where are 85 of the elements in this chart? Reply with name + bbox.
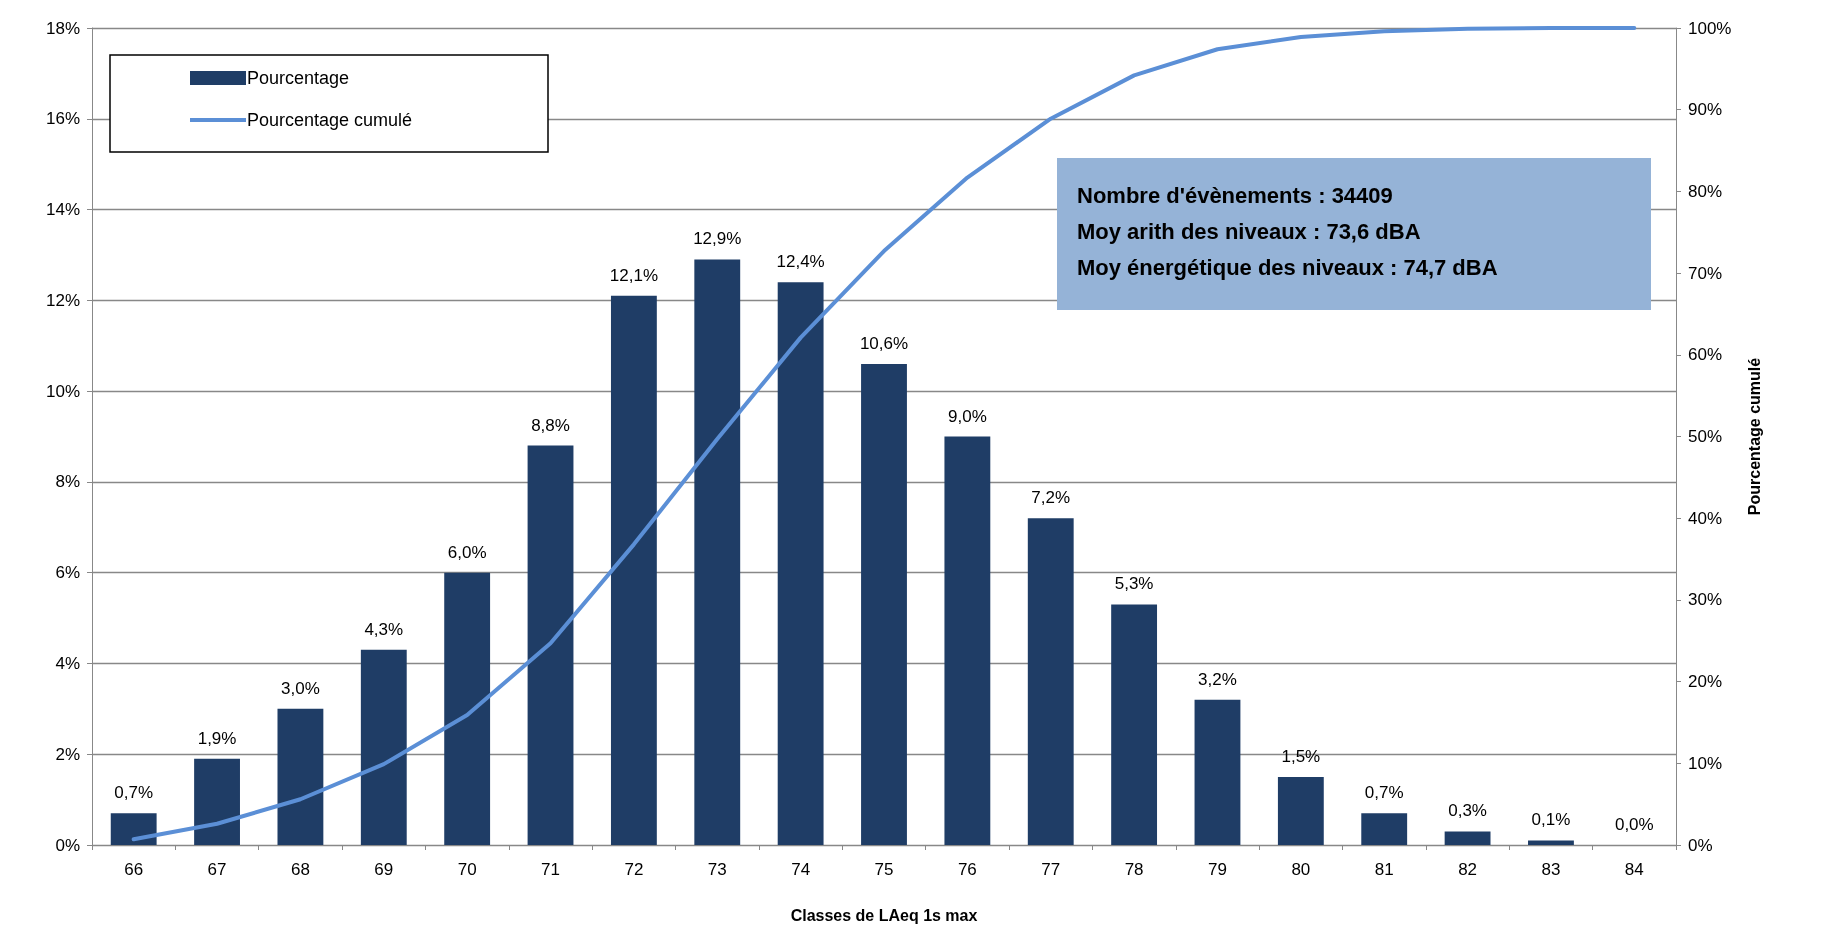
x-tick-label: 77 [1041, 860, 1061, 879]
bar [527, 445, 574, 845]
data-label: 4,3% [364, 619, 404, 639]
x-tick-label: 69 [374, 860, 394, 879]
data-label: 5,3% [1114, 574, 1154, 594]
bar [1194, 699, 1241, 845]
bar [777, 282, 824, 845]
bar [1027, 518, 1074, 845]
x-tick-label: 76 [957, 860, 977, 879]
y-tick-label: 4% [55, 653, 80, 673]
x-tick-label: 81 [1374, 860, 1394, 879]
y2-tick-label: 80% [1688, 181, 1723, 201]
y2-axis-title: Pourcentage cumulé [1745, 357, 1763, 516]
annotation: Nombre d'évènements : 34409 [1077, 182, 1394, 210]
data-label: 9,0% [947, 406, 987, 426]
bar [610, 295, 657, 845]
x-tick-label: 73 [707, 860, 727, 879]
data-label: 0,0% [1614, 815, 1654, 834]
x-tick-label: 70 [457, 860, 477, 879]
y2-tick-label: 0% [1688, 835, 1713, 855]
data-label: 0,1% [1531, 810, 1571, 830]
data-label: 10,6% [859, 333, 909, 353]
y2-tick-label: 100% [1688, 18, 1732, 38]
x-tick-label: 75 [874, 860, 894, 879]
bar [194, 758, 240, 845]
data-label: 1,9% [197, 728, 237, 748]
y-tick-label: 8% [55, 472, 80, 492]
bar [1444, 831, 1491, 845]
data-label: 0,7% [1364, 783, 1404, 803]
y-tick-label: 10% [45, 381, 80, 401]
y-tick-label: 12% [45, 290, 80, 310]
bar [861, 363, 907, 845]
x-tick-label: 66 [124, 860, 144, 879]
y2-tick-label: 90% [1688, 100, 1723, 120]
x-tick-label: 83 [1541, 860, 1561, 879]
bar [277, 708, 324, 845]
x-tick-label: 67 [207, 860, 227, 879]
bar [944, 436, 991, 845]
annotation: Moy énergétique des niveaux : 74,7 dBA [1077, 254, 1499, 282]
data-label: 8,8% [531, 415, 570, 435]
y-tick-label: 6% [55, 563, 80, 583]
y-tick-label: 18% [45, 18, 80, 38]
legend-label: Pourcentage cumulé [247, 110, 413, 130]
data-label: 3,2% [1198, 669, 1237, 689]
data-label: 6,0% [447, 542, 487, 562]
note-box: Nombre d'évènements : 34409 Moy arith des niveaux : 73,6 dBA Moy énergétique des niveaux : 74,7 dBA [1057, 158, 1651, 310]
data-label: 12,4% [776, 252, 825, 272]
y2-tick-label: 70% [1688, 263, 1723, 283]
x-tick-label: 82 [1458, 860, 1478, 879]
x-axis-title: Classes de LAeq 1s max [790, 906, 978, 924]
bar [1528, 840, 1574, 845]
y2-tick-label: 60% [1688, 345, 1723, 365]
bar [110, 813, 157, 845]
data-label: 0,7% [114, 783, 154, 803]
y2-tick-label: 20% [1688, 672, 1723, 692]
x-tick-label: 79 [1208, 860, 1227, 879]
data-label: 12,9% [693, 229, 742, 249]
x-tick-label: 74 [791, 860, 811, 879]
x-tick-label: 71 [541, 860, 560, 879]
bar [1111, 604, 1158, 845]
bar [444, 572, 491, 845]
x-tick-label: 72 [624, 860, 644, 879]
x-tick-label: 68 [290, 860, 310, 879]
y-tick-label: 2% [55, 744, 80, 764]
y-tick-label: 14% [45, 200, 80, 220]
y2-tick-label: 40% [1688, 508, 1723, 528]
data-label: 0,3% [1448, 801, 1487, 821]
x-tick-label: 84 [1624, 860, 1644, 879]
bar [1361, 813, 1408, 845]
data-label: 7,2% [1031, 488, 1071, 508]
y-tick-label: 0% [55, 835, 80, 855]
y2-tick-label: 10% [1688, 753, 1723, 773]
bar [694, 259, 741, 845]
bar [1277, 776, 1324, 845]
x-tick-label: 78 [1124, 860, 1144, 879]
data-label: 12,1% [609, 265, 658, 285]
y2-tick-label: 30% [1688, 590, 1723, 610]
y-tick-label: 16% [45, 109, 80, 129]
data-label: 3,0% [281, 678, 320, 698]
y2-tick-label: 50% [1688, 427, 1723, 446]
legend-label: Pourcentage [247, 68, 350, 88]
annotation: Moy arith des niveaux : 73,6 dBA [1077, 218, 1422, 246]
data-label: 1,5% [1281, 746, 1321, 766]
x-tick-label: 80 [1291, 860, 1311, 879]
bar [360, 649, 407, 845]
